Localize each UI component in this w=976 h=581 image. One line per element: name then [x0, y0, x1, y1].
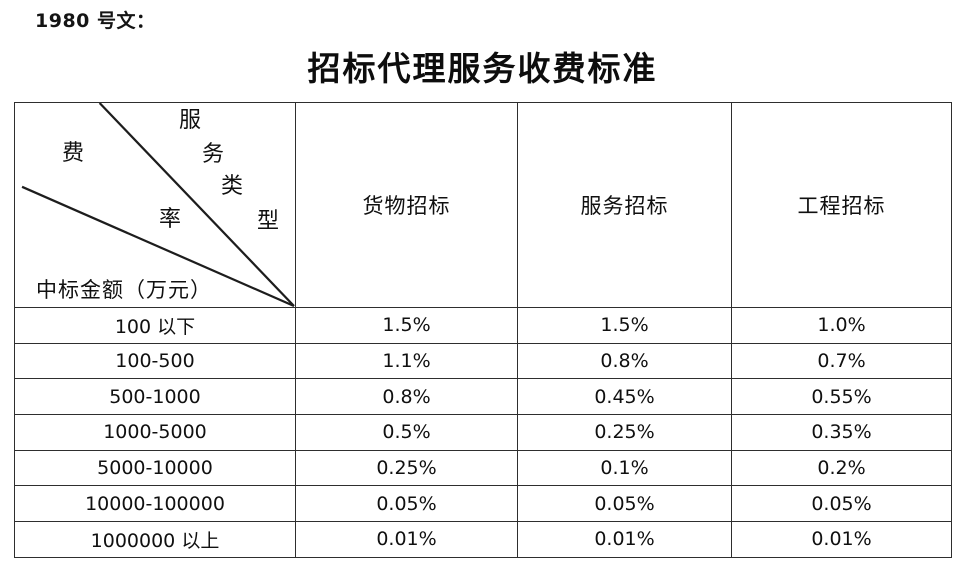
doc-number-label: 1980 号文：	[35, 10, 156, 32]
fee-value-cell: 1.5%	[295, 307, 518, 344]
service-type-char-4: 型	[257, 209, 280, 234]
row-range-cell: 5000-10000	[14, 449, 296, 487]
fee-rate-char-2: 率	[159, 207, 182, 232]
fee-value-cell: 0.8%	[517, 342, 732, 380]
fee-value-cell: 0.55%	[731, 378, 952, 416]
fee-value-cell: 0.05%	[517, 485, 732, 523]
row-range-cell: 500-1000	[14, 378, 296, 416]
table-row: 1000000 以上 0.01% 0.01% 0.01%	[14, 521, 952, 558]
diagonal-divider-lines-icon	[21, 103, 295, 307]
row-range-cell: 1000000 以上	[14, 521, 296, 558]
service-type-char-3: 类	[221, 174, 244, 199]
row-range-cell: 100-500	[14, 342, 296, 380]
fee-value-cell: 0.25%	[517, 414, 732, 451]
fee-value-cell: 0.7%	[731, 342, 952, 380]
table-row: 10000-100000 0.05% 0.05% 0.05%	[14, 485, 952, 523]
fee-value-cell: 1.0%	[731, 307, 952, 344]
fee-value-cell: 0.01%	[295, 521, 518, 558]
fee-rate-char-1: 费	[62, 141, 85, 166]
fee-value-cell: 1.1%	[295, 342, 518, 380]
column-header-services: 服务招标	[517, 102, 732, 308]
bid-amount-label: 中标金额（万元）	[36, 278, 212, 302]
corner-header-cell: 服 务 类 型 费 率 中标金额（万元）	[14, 102, 296, 308]
fee-value-cell: 0.05%	[295, 485, 518, 523]
fee-value-cell: 0.8%	[295, 378, 518, 416]
table-row: 500-1000 0.8% 0.45% 0.55%	[14, 378, 952, 416]
table-row: 5000-10000 0.25% 0.1% 0.2%	[14, 449, 952, 487]
fee-value-cell: 0.5%	[295, 414, 518, 451]
fee-value-cell: 0.2%	[731, 449, 952, 487]
fee-value-cell: 0.45%	[517, 378, 732, 416]
row-range-cell: 100 以下	[14, 307, 296, 344]
fee-value-cell: 0.01%	[731, 521, 952, 558]
fee-value-cell: 1.5%	[517, 307, 732, 344]
fee-value-cell: 0.35%	[731, 414, 952, 451]
fee-standard-table: 服 务 类 型 费 率 中标金额（万元） 货物招标 服务招标 工程招标 100 …	[14, 102, 952, 558]
row-range-cell: 10000-100000	[14, 485, 296, 523]
fee-value-cell: 0.1%	[517, 449, 732, 487]
row-range-cell: 1000-5000	[14, 414, 296, 451]
fee-value-cell: 0.01%	[517, 521, 732, 558]
header-row: 服 务 类 型 费 率 中标金额（万元） 货物招标 服务招标 工程招标	[14, 102, 952, 308]
service-type-char-1: 服	[179, 108, 202, 133]
page-title: 招标代理服务收费标准	[307, 49, 658, 88]
table-row: 100 以下 1.5% 1.5% 1.0%	[14, 307, 952, 344]
fee-value-cell: 0.25%	[295, 449, 518, 487]
column-header-engineering: 工程招标	[731, 102, 952, 308]
table-row: 100-500 1.1% 0.8% 0.7%	[14, 342, 952, 380]
fee-value-cell: 0.05%	[731, 485, 952, 523]
table-row: 1000-5000 0.5% 0.25% 0.35%	[14, 414, 952, 451]
service-type-char-2: 务	[202, 142, 225, 167]
column-header-goods: 货物招标	[295, 102, 518, 308]
